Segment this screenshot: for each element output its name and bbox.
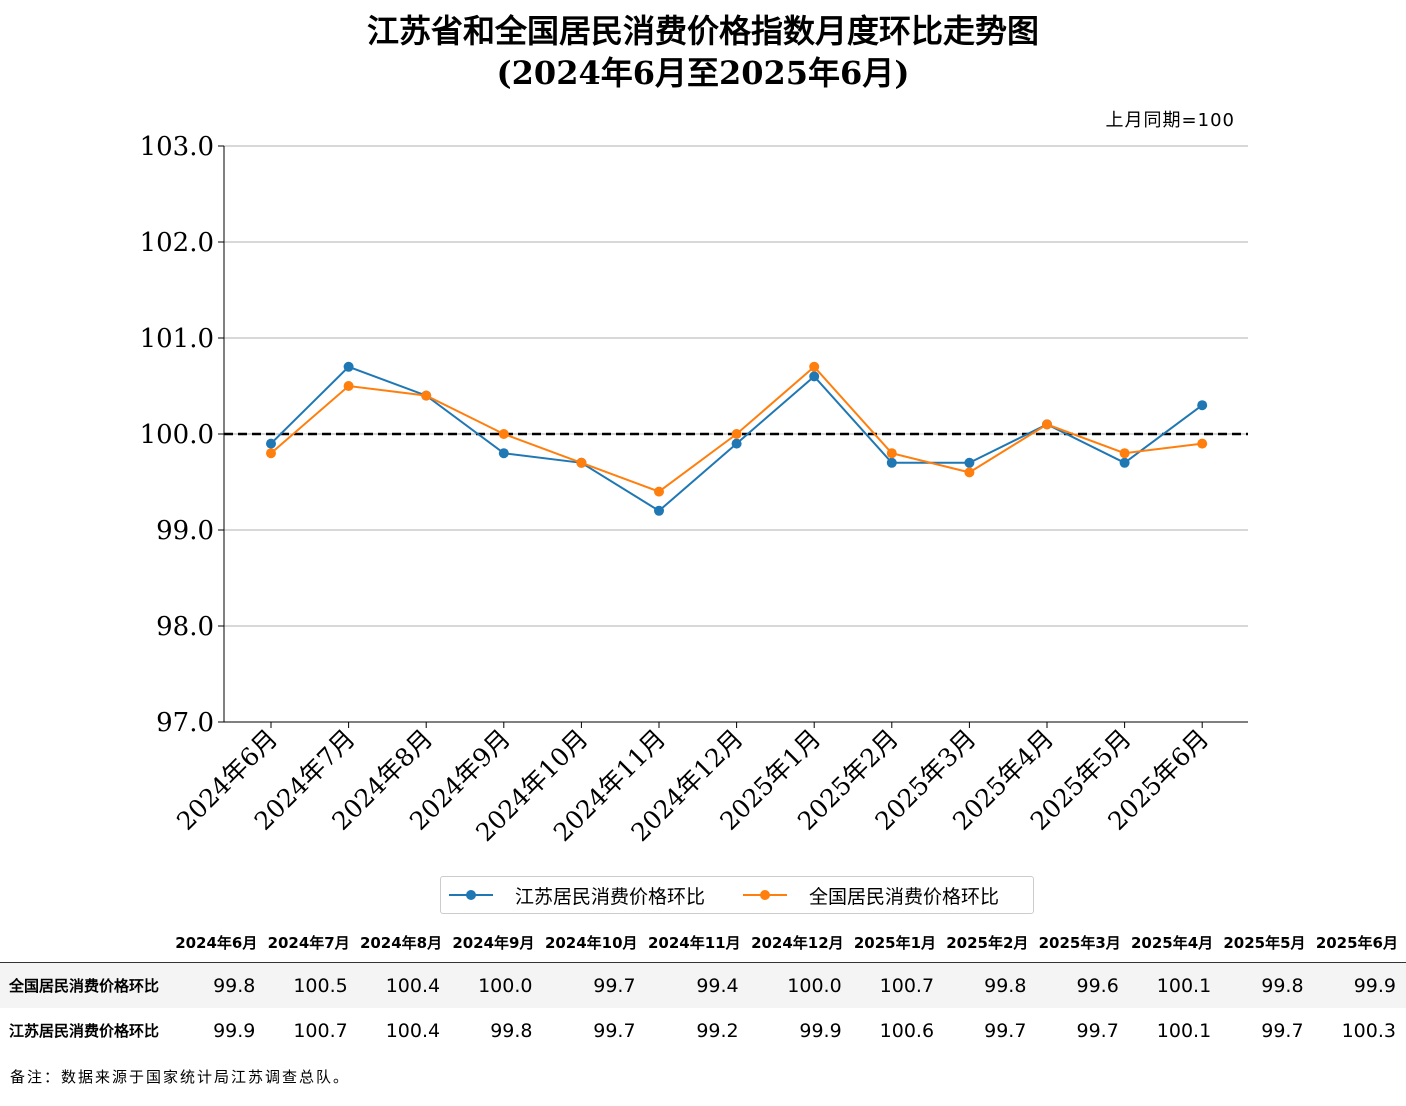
table-cell: 99.8 <box>490 1019 533 1042</box>
y-tick-label: 103.0 <box>140 132 214 162</box>
data-point-jiangsu <box>498 448 509 459</box>
table-cell: 99.7 <box>1076 1019 1119 1042</box>
chart-subtitle: (2024年6月至2025年6月) <box>496 54 910 92</box>
legend-swatch-national <box>743 890 788 900</box>
legend-label-jiangsu: 江苏居民消费价格环比 <box>515 885 706 908</box>
table-col-header: 2024年6月 <box>173 922 266 963</box>
data-point-national <box>1042 419 1052 430</box>
table-cell: 100.1 <box>1156 1019 1212 1042</box>
table-cell: 99.4 <box>645 962 749 1008</box>
unit-note: 上月同期=100 <box>1106 110 1235 131</box>
table-col-header: 2024年11月 <box>645 922 749 963</box>
table-cell: 99.9 <box>1313 962 1406 1008</box>
table-col-header: 2025年4月 <box>1128 922 1222 963</box>
data-point-jiangsu <box>731 438 742 449</box>
table-col-header: 2024年9月 <box>450 922 543 963</box>
data-point-national <box>421 390 432 401</box>
table-cell: 99.7 <box>542 962 646 1008</box>
table-header-row: 2024年6月 2024年7月 2024年8月 2024年9月 2024年10月 2024… <box>0 922 1406 963</box>
y-tick-label: 98.0 <box>156 612 214 642</box>
legend-item-national: 全国居民消费价格环比 <box>743 882 999 909</box>
y-tick-label: 100.0 <box>140 420 214 450</box>
table-cell: 99.7 <box>1261 1019 1304 1042</box>
data-point-jiangsu <box>809 371 820 382</box>
table-cell: 99.9 <box>213 1019 256 1042</box>
y-tick-label: 97.0 <box>156 708 214 738</box>
table-row-label: 江苏居民消费价格环比 <box>9 1022 160 1040</box>
data-point-jiangsu <box>1197 400 1208 411</box>
data-point-jiangsu <box>886 457 897 468</box>
data-point-jiangsu <box>1119 457 1130 468</box>
legend-label-national: 全国居民消费价格环比 <box>809 885 1000 908</box>
data-point-national <box>654 486 664 497</box>
chart-title: 江苏省和全国居民消费价格指数月度环比走势图 <box>366 12 1039 50</box>
y-tick-label: 101.0 <box>140 324 214 354</box>
y-tick-label: 99.0 <box>156 516 214 546</box>
table-col-header: 2025年6月 <box>1313 922 1406 963</box>
table-col-header: 2025年1月 <box>851 922 945 963</box>
table-col-header: 2024年7月 <box>265 922 358 963</box>
table-cell: 100.7 <box>293 1019 348 1042</box>
table-cell: 99.6 <box>1036 962 1129 1008</box>
data-point-national <box>886 448 897 459</box>
table-row-label: 全国居民消费价格环比 <box>0 962 173 1008</box>
table-cell: 99.9 <box>799 1019 842 1042</box>
table-col-header: 2024年12月 <box>748 922 852 963</box>
data-point-national <box>809 361 820 372</box>
table-cell: 100.4 <box>357 962 451 1008</box>
table-cell: 100.3 <box>1341 1019 1396 1042</box>
table-col-header: 2024年10月 <box>542 922 646 963</box>
table-cell: 100.5 <box>265 962 358 1008</box>
data-point-jiangsu <box>654 505 664 516</box>
table-cell: 100.4 <box>385 1019 441 1042</box>
data-point-jiangsu <box>266 438 276 449</box>
table-cell: 99.7 <box>593 1019 636 1042</box>
data-point-jiangsu <box>343 361 354 372</box>
table-cell: 100.0 <box>450 962 543 1008</box>
table-col-header: 2025年3月 <box>1036 922 1129 963</box>
table-cell: 99.8 <box>1221 962 1314 1008</box>
table-cell: 100.1 <box>1128 962 1222 1008</box>
data-point-national <box>343 381 354 391</box>
table-cell: 100.7 <box>851 962 945 1008</box>
data-point-national <box>1197 438 1208 449</box>
legend: 江苏居民消费价格环比 全国居民消费价格环比 <box>440 876 1034 914</box>
data-point-national <box>1119 448 1130 459</box>
data-point-national <box>498 429 509 439</box>
data-point-jiangsu <box>964 457 975 468</box>
table-cell: 99.7 <box>984 1019 1027 1042</box>
data-point-national <box>731 429 742 439</box>
data-point-national <box>266 448 276 459</box>
table-col-header: 2024年8月 <box>357 922 451 963</box>
line-chart: 97.098.099.0100.0101.0102.0103.02024年6月2… <box>140 110 1248 847</box>
data-point-national <box>576 457 587 468</box>
legend-swatch-jiangsu <box>449 890 493 900</box>
table-cell: 99.8 <box>944 962 1037 1008</box>
table-row: 江苏居民消费价格环比 99.9 100.7 100.4 99.8 99.7 99.2 99.9… <box>0 1008 1406 1053</box>
table-cell: 99.2 <box>696 1019 739 1042</box>
legend-item-jiangsu: 江苏居民消费价格环比 <box>449 882 705 909</box>
data-table: 2024年6月 2024年7月 2024年8月 2024年9月 2024年10月 2024… <box>0 922 1406 1053</box>
table-col-header: 2025年5月 <box>1221 922 1314 963</box>
y-tick-label: 102.0 <box>140 228 214 258</box>
table-cell: 100.0 <box>748 962 852 1008</box>
table-cell: 100.6 <box>879 1019 935 1042</box>
table-cell: 99.8 <box>173 962 266 1008</box>
table-col-header: 2025年2月 <box>944 922 1037 963</box>
data-point-national <box>964 467 975 478</box>
table-corner-cell <box>0 922 173 963</box>
table-row: 全国居民消费价格环比 99.8 100.5 100.4 100.0 99.7 99.4 100… <box>0 962 1406 1008</box>
source-note: 备注：数据来源于国家统计局江苏调查总队。 <box>10 1068 351 1086</box>
